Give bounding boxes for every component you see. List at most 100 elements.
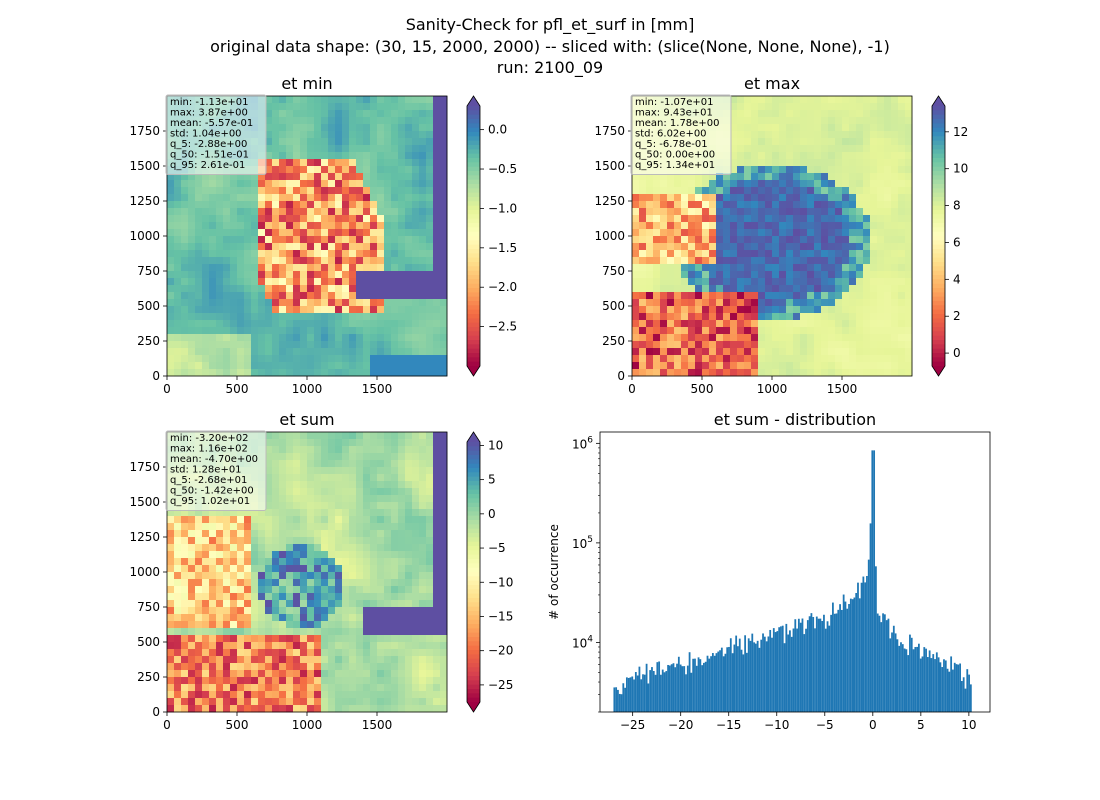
heatmap-cell (426, 313, 434, 321)
heatmap-cell (391, 649, 399, 657)
heatmap-cell (181, 355, 189, 363)
heatmap-cell (398, 152, 406, 160)
heatmap-cell (412, 103, 420, 111)
heatmap-cell (674, 306, 682, 314)
heatmap-cell (695, 369, 703, 377)
heatmap-cell (807, 187, 815, 195)
heatmap-cell (751, 264, 759, 272)
heatmap-cell (328, 607, 336, 615)
heatmap-cell (286, 131, 294, 139)
heatmap-cell (244, 642, 252, 650)
heatmap-cell (433, 670, 441, 678)
heatmap-cell (188, 264, 196, 272)
heatmap-cell (398, 593, 406, 601)
heatmap-cell (419, 320, 427, 328)
heatmap-cell (702, 236, 710, 244)
heatmap-cell (328, 698, 336, 706)
heatmap-cell (405, 460, 413, 468)
heatmap-cell (279, 117, 287, 125)
heatmap-cell (398, 299, 406, 307)
heatmap-cell (891, 271, 899, 279)
heatmap-cell (370, 551, 378, 559)
heatmap-cell (209, 292, 217, 300)
heatmap-cell (188, 684, 196, 692)
heatmap-cell (849, 215, 857, 223)
heatmap-cell (419, 656, 427, 664)
heatmap-cell (174, 278, 182, 286)
heatmap-cell (314, 551, 322, 559)
heatmap-cell (772, 152, 780, 160)
heatmap-cell (356, 250, 364, 258)
heatmap-cell (202, 656, 210, 664)
heatmap-cell (384, 355, 392, 363)
heatmap-cell (293, 439, 301, 447)
heatmap-cell (370, 271, 378, 279)
heatmap-cell (779, 257, 787, 265)
heatmap-cell (258, 201, 266, 209)
heatmap-cell (174, 516, 182, 524)
heatmap-cell (370, 432, 378, 440)
heatmap-cell (688, 299, 696, 307)
heatmap-cell (370, 96, 378, 104)
heatmap-cell (328, 516, 336, 524)
heatmap-cell (398, 488, 406, 496)
colorbar-segment (932, 227, 945, 233)
heatmap-cell (244, 600, 252, 608)
heatmap-cell (223, 579, 231, 587)
heatmap-cell (377, 453, 385, 461)
heatmap-cell (433, 369, 441, 377)
heatmap-cell (342, 502, 350, 510)
heatmap-cell (167, 593, 175, 601)
heatmap-cell (251, 250, 259, 258)
heatmap-cell (300, 600, 308, 608)
heatmap-cell (681, 264, 689, 272)
heatmap-cell (272, 446, 280, 454)
heatmap-cell (188, 544, 196, 552)
heatmap-cell (426, 523, 434, 531)
heatmap-cell (433, 299, 441, 307)
heatmap-cell (174, 614, 182, 622)
heatmap-cell (377, 565, 385, 573)
heatmap-cell (300, 516, 308, 524)
heatmap-cell (688, 292, 696, 300)
heatmap-cell (356, 691, 364, 699)
heatmap-cell (877, 96, 885, 104)
heatmap-cell (321, 208, 329, 216)
heatmap-cell (363, 495, 371, 503)
heatmap-cell (307, 460, 315, 468)
heatmap-cell (849, 348, 857, 356)
heatmap-cell (195, 369, 203, 377)
heatmap-cell (251, 670, 259, 678)
heatmap-cell (307, 614, 315, 622)
heatmap-cell (440, 593, 448, 601)
heatmap-cell (251, 369, 259, 377)
heatmap-cell (377, 215, 385, 223)
heatmap-cell (237, 278, 245, 286)
heatmap-cell (716, 285, 724, 293)
colorbar-segment (932, 253, 945, 259)
heatmap-cell (419, 537, 427, 545)
heatmap-cell (356, 474, 364, 482)
heatmap-cell (293, 341, 301, 349)
heatmap-cell (307, 572, 315, 580)
heatmap-cell (370, 201, 378, 209)
heatmap-cell (335, 222, 343, 230)
heatmap-cell (835, 159, 843, 167)
heatmap-cell (426, 607, 434, 615)
heatmap-cell (342, 460, 350, 468)
heatmap-cell (758, 138, 766, 146)
heatmap-cell (412, 523, 420, 531)
heatmap-cell (905, 194, 913, 202)
heatmap-cell (335, 509, 343, 517)
heatmap-cell (377, 481, 385, 489)
heatmap-cell (737, 215, 745, 223)
heatmap-cell (412, 166, 420, 174)
heatmap-cell (723, 257, 731, 265)
heatmap-cell (272, 614, 280, 622)
heatmap-cell (779, 215, 787, 223)
heatmap-cell (258, 544, 266, 552)
heatmap-cell (835, 103, 843, 111)
heatmap-cell (328, 565, 336, 573)
colorbar-tick-label: 6 (953, 235, 961, 249)
heatmap-cell (384, 271, 392, 279)
